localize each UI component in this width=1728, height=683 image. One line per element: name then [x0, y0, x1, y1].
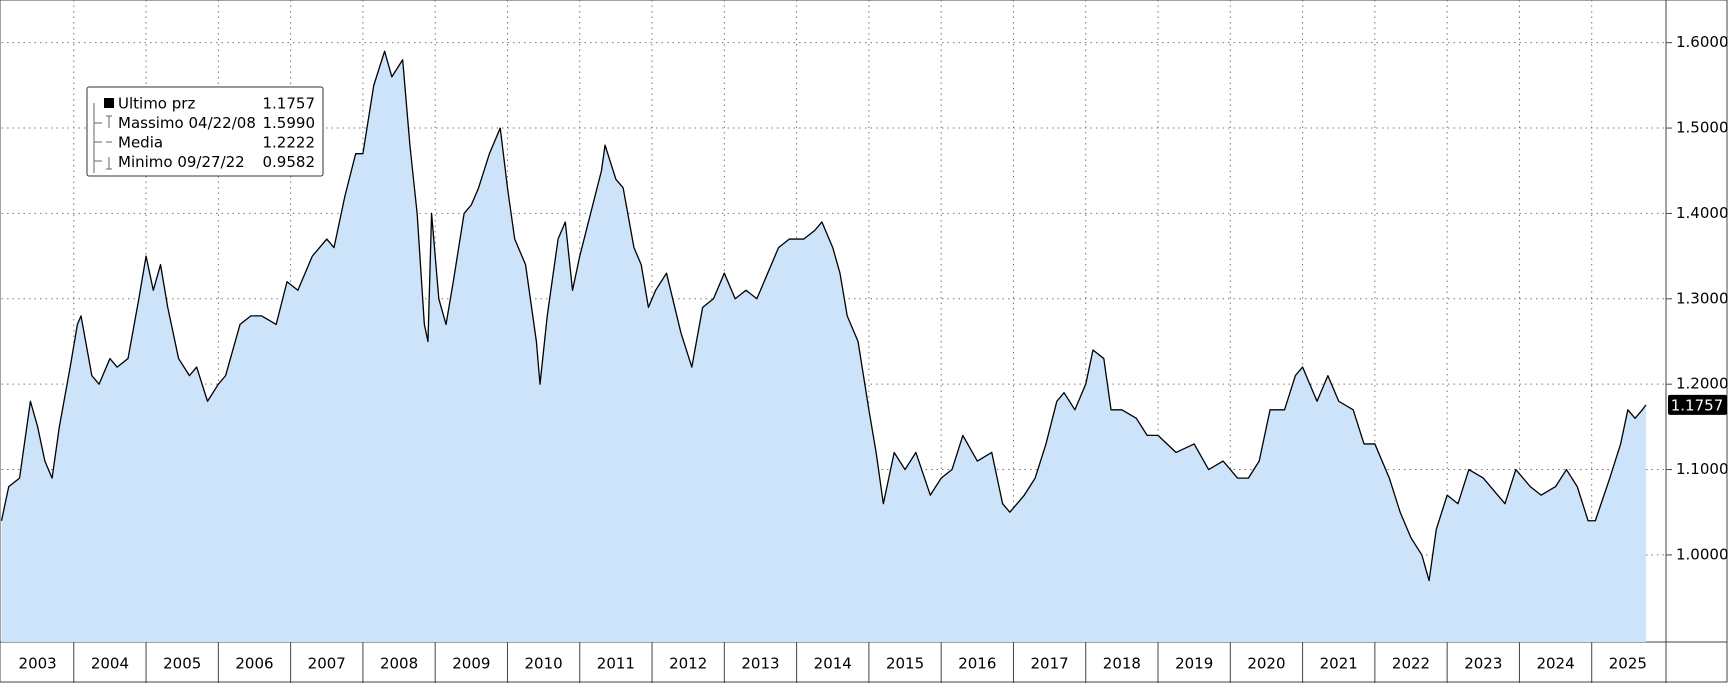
legend-label: Massimo 04/22/08 — [118, 114, 256, 132]
x-tick-label: 2010 — [525, 655, 563, 673]
y-tick-label: 1.4000 — [1676, 204, 1728, 222]
area — [1, 51, 1646, 643]
y-tick-label: 1.2000 — [1676, 375, 1728, 393]
x-tick-label: 2020 — [1247, 655, 1285, 673]
legend-label: Media — [118, 134, 163, 152]
x-tick-label: 2013 — [741, 655, 779, 673]
x-tick-label: 2016 — [958, 655, 996, 673]
legend-value: 0.9582 — [263, 153, 316, 171]
y-tick-label: 1.0000 — [1676, 545, 1728, 563]
x-tick-label: 2009 — [452, 655, 490, 673]
x-tick-label: 2023 — [1464, 655, 1502, 673]
x-tick-label: 2017 — [1031, 655, 1069, 673]
legend: Ultimo prz 1.1757 Massimo 04/22/08 1.5990 Me… — [86, 86, 324, 177]
legend-swatch — [104, 98, 114, 108]
legend-value: 1.1757 — [263, 95, 316, 113]
x-tick-label: 2004 — [91, 655, 129, 673]
x-tick-label: 2018 — [1103, 655, 1141, 673]
x-tick-label: 2005 — [163, 655, 201, 673]
x-tick-label: 2012 — [669, 655, 707, 673]
x-tick-label: 2025 — [1609, 655, 1647, 673]
x-tick-label: 2006 — [235, 655, 273, 673]
x-tick-label: 2022 — [1392, 655, 1430, 673]
y-tick-label: 1.1000 — [1676, 460, 1728, 478]
y-tick-label: 1.3000 — [1676, 289, 1728, 307]
legend-value: 1.2222 — [263, 134, 316, 152]
last-price-label: 1.1757 — [1671, 396, 1724, 414]
legend-label: Minimo 09/27/22 — [118, 153, 245, 171]
x-tick-label: 2007 — [308, 655, 346, 673]
legend-value: 1.5990 — [263, 114, 316, 132]
x-tick-label: 2021 — [1320, 655, 1358, 673]
x-tick-label: 2008 — [380, 655, 418, 673]
last-price-tag — [1668, 394, 1727, 415]
x-tick-label: 2024 — [1536, 655, 1574, 673]
y-tick-label: 1.5000 — [1676, 119, 1728, 137]
price-line — [0, 50, 1647, 582]
x-tick-label: 2015 — [886, 655, 924, 673]
x-tick-label: 2014 — [814, 655, 852, 673]
x-tick-label: 2003 — [19, 655, 57, 673]
legend-frame — [86, 86, 324, 177]
x-tick-label: 2011 — [597, 655, 635, 673]
x-tick-label: 2019 — [1175, 655, 1213, 673]
legend-label: Ultimo prz — [118, 95, 195, 113]
y-tick-label: 1.6000 — [1676, 33, 1728, 51]
legend-glyphs — [93, 103, 112, 173]
